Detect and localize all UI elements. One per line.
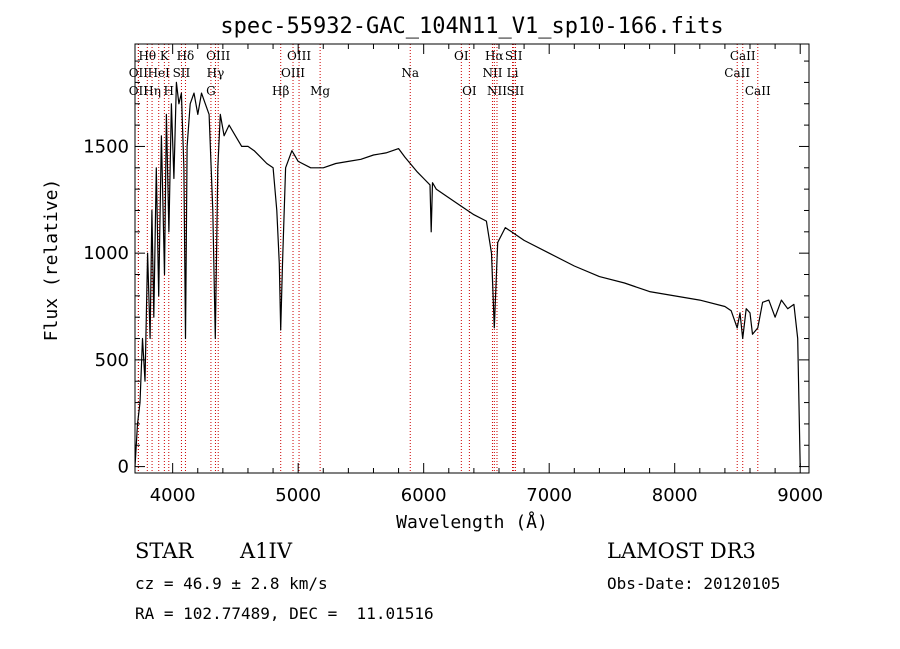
- x-tick-label-3: 7000: [526, 485, 572, 506]
- x-tick-label-5: 9000: [777, 485, 823, 506]
- x-axis-label: Wavelength (Å): [396, 511, 548, 533]
- line-marker-label-4: K: [160, 49, 170, 63]
- line-marker-label-24: SII: [507, 84, 525, 98]
- line-marker-label-7: Hδ: [177, 49, 195, 63]
- line-marker-label-8: SII: [173, 66, 191, 80]
- line-marker-label-15: Mg: [310, 84, 330, 98]
- line-marker-label-0: Hθ: [138, 49, 156, 63]
- redshift-velocity: cz = 46.9 ± 2.8 km/s: [135, 574, 328, 593]
- line-marker-label-20: NII: [482, 66, 502, 80]
- flux-series-group: [134, 81, 801, 467]
- line-marker-label-13: OIII: [281, 66, 305, 80]
- line-marker-label-27: CaII: [745, 84, 771, 98]
- line-marker-label-3: Hη: [143, 84, 161, 98]
- y-tick-label-3: 1500: [83, 136, 129, 157]
- x-tick-label-0: 4000: [150, 485, 196, 506]
- line-marker-label-16: Na: [401, 66, 419, 80]
- line-marker-label-14: Hβ: [272, 84, 289, 98]
- x-tick-label-2: 6000: [401, 485, 447, 506]
- line-marker-label-26: CaII: [724, 66, 750, 80]
- observation-date: Obs-Date: 20120105: [607, 574, 781, 593]
- x-tick-label-4: 8000: [652, 485, 698, 506]
- x-tick-label-1: 5000: [275, 485, 321, 506]
- line-marker-label-12: OIII: [287, 49, 311, 63]
- flux-series-line-0: [134, 81, 801, 467]
- axis-ticks: 4000 5000 6000 7000 8000 9000 0 500 1000 1500: [83, 44, 823, 506]
- line-marker-label-21: NII: [487, 84, 507, 98]
- line-marker-label-9: OIII: [206, 49, 230, 63]
- line-marker-label-23: Li: [507, 66, 519, 80]
- plot-frame: [134, 43, 810, 474]
- line-marker-label-6: H: [164, 84, 174, 98]
- y-axis-label: Flux (relative): [41, 179, 62, 342]
- object-class: STAR: [135, 539, 194, 563]
- line-marker-label-11: G: [206, 84, 216, 98]
- line-marker-label-22: SII: [505, 49, 523, 63]
- survey-name: LAMOST DR3: [607, 539, 756, 563]
- y-tick-label-2: 1000: [83, 243, 129, 264]
- line-marker-label-19: Hα: [485, 49, 504, 63]
- line-marker-label-5: HeI: [148, 66, 171, 80]
- line-marker-label-2: OII: [129, 84, 149, 98]
- object-subclass: A1IV: [240, 539, 292, 563]
- line-marker-label-10: Hγ: [207, 66, 225, 80]
- line-marker-label-1: OII: [129, 66, 149, 80]
- sky-coordinates: RA = 102.77489, DEC = 11.01516: [135, 604, 434, 623]
- line-marker-label-18: OI: [462, 84, 477, 98]
- y-tick-label-1: 500: [95, 350, 129, 371]
- line-marker-label-25: CaII: [730, 49, 756, 63]
- chart-title: spec-55932-GAC_104N11_V1_sp10-166.fits: [220, 14, 723, 39]
- line-marker-label-17: OI: [454, 49, 469, 63]
- y-tick-label-0: 0: [118, 457, 129, 478]
